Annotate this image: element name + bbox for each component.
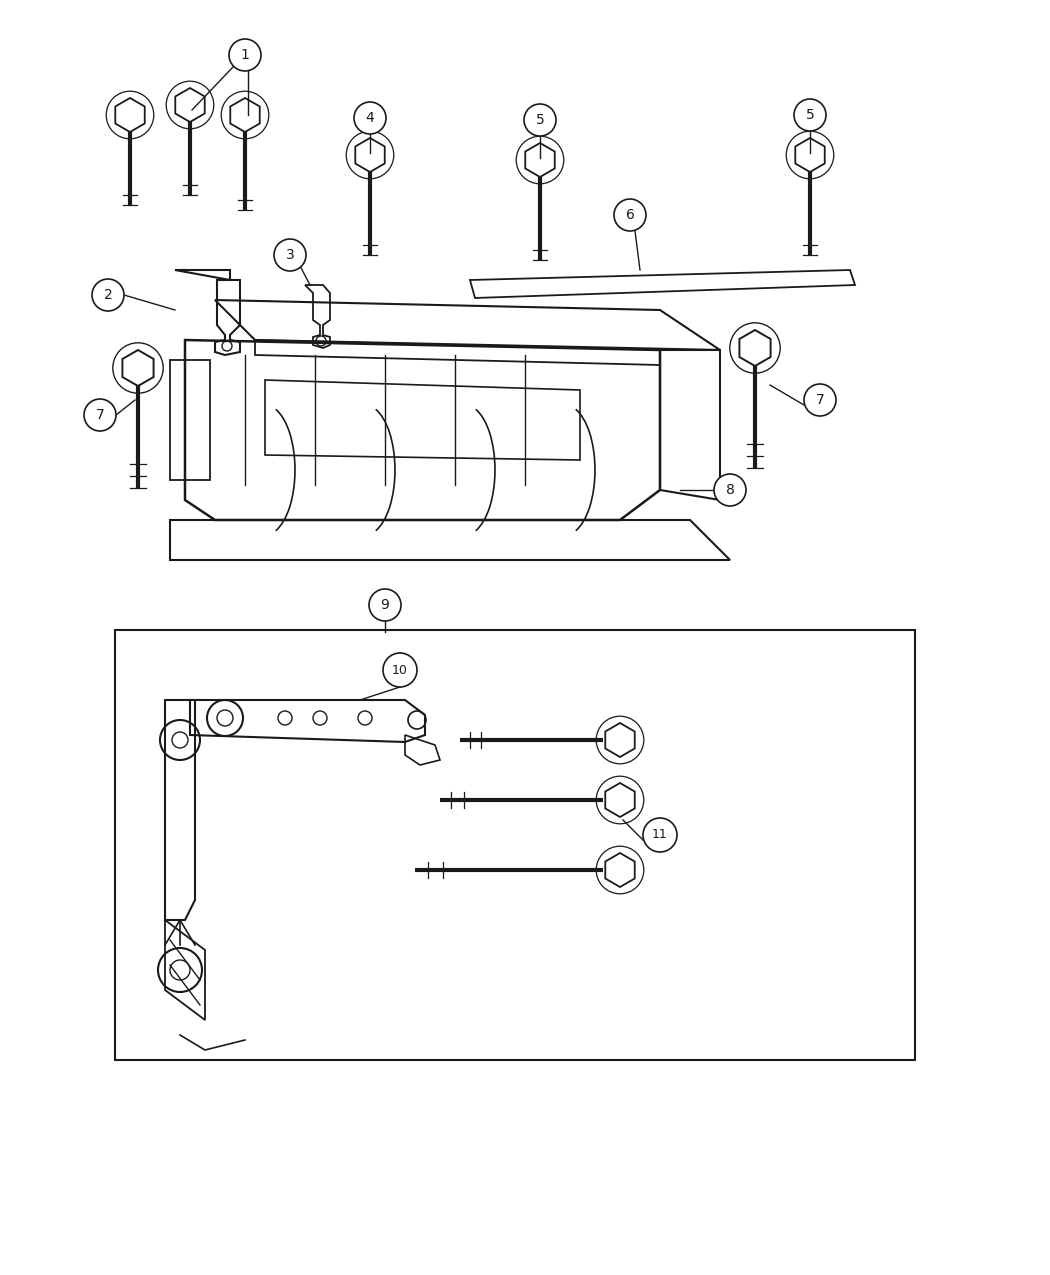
Circle shape	[643, 819, 677, 852]
Text: 2: 2	[104, 288, 112, 302]
Circle shape	[383, 653, 417, 687]
Circle shape	[274, 238, 306, 272]
Circle shape	[92, 279, 124, 311]
Circle shape	[804, 384, 836, 416]
Text: 7: 7	[96, 408, 104, 422]
Text: 8: 8	[726, 483, 734, 497]
Polygon shape	[175, 88, 205, 122]
Text: 5: 5	[805, 108, 815, 122]
Text: 10: 10	[392, 663, 408, 677]
Text: 6: 6	[626, 208, 634, 222]
Text: 5: 5	[536, 113, 544, 128]
Circle shape	[84, 399, 116, 431]
Polygon shape	[605, 853, 634, 887]
Polygon shape	[355, 138, 384, 172]
Circle shape	[369, 589, 401, 621]
Text: 11: 11	[652, 829, 668, 842]
Polygon shape	[470, 270, 855, 298]
Text: 3: 3	[286, 249, 294, 261]
Polygon shape	[123, 351, 153, 386]
Circle shape	[614, 199, 646, 231]
Polygon shape	[739, 330, 771, 366]
Text: 9: 9	[380, 598, 390, 612]
Circle shape	[794, 99, 826, 131]
Text: 4: 4	[365, 111, 375, 125]
Circle shape	[354, 102, 386, 134]
Text: 7: 7	[816, 393, 824, 407]
Polygon shape	[230, 98, 259, 133]
Circle shape	[229, 40, 261, 71]
Text: 1: 1	[240, 48, 250, 62]
Polygon shape	[525, 143, 554, 177]
Circle shape	[524, 105, 557, 136]
Polygon shape	[605, 783, 634, 817]
Polygon shape	[795, 138, 824, 172]
Circle shape	[714, 474, 745, 506]
Polygon shape	[605, 723, 634, 757]
Bar	[116, 630, 915, 1060]
Polygon shape	[116, 98, 145, 133]
